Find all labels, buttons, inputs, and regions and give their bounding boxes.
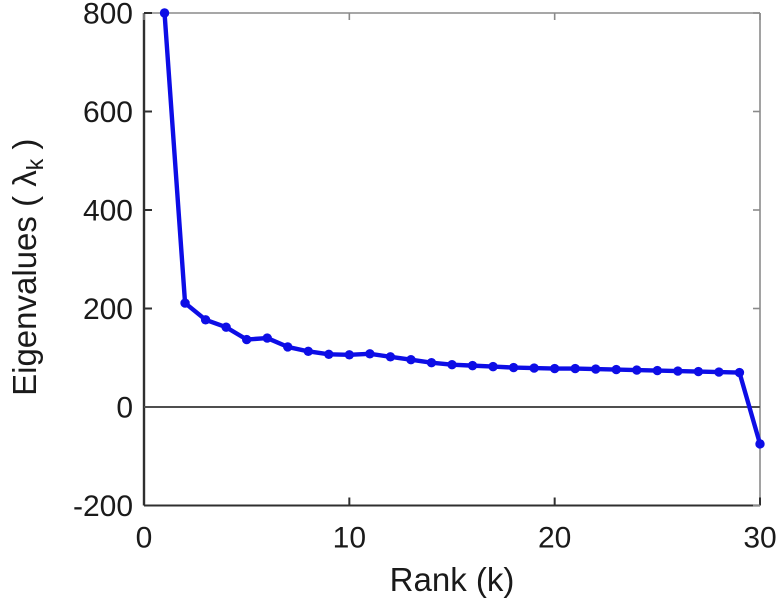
x-tick-labels: 0 10 20 30: [136, 522, 777, 555]
data-point-marker: [570, 363, 580, 374]
data-point-marker: [632, 365, 642, 375]
data-point-marker: [734, 367, 745, 378]
data-point-marker: [549, 363, 560, 374]
data-point-marker: [262, 333, 272, 343]
data-point-marker: [159, 8, 170, 18]
y-tick-label: 200: [83, 293, 133, 326]
data-point-marker: [591, 364, 601, 374]
x-tick-label: 10: [333, 522, 366, 555]
data-point-marker: [365, 349, 375, 359]
data-point-marker: [283, 342, 293, 352]
y-tick-label: 400: [83, 195, 133, 228]
data-point-marker: [529, 363, 539, 373]
data-point-marker: [344, 350, 355, 360]
y-axis-label: Eigenvalues ( λk ): [6, 139, 48, 396]
data-point-marker: [180, 298, 190, 308]
data-point-marker: [426, 357, 437, 368]
y-tick-label: 600: [83, 96, 133, 129]
data-point-marker: [673, 366, 683, 376]
data-point-marker: [200, 315, 211, 325]
data-point-marker: [488, 361, 498, 372]
data-point-marker: [652, 365, 663, 376]
y-tick-labels: -200 0 200 400 600 800: [73, 0, 133, 523]
x-axis-ticks: [143, 13, 761, 506]
data-point-marker: [406, 355, 416, 365]
eigenvalue-series-markers: [159, 8, 765, 449]
y-tick-label: 800: [83, 0, 133, 31]
data-point-marker: [611, 364, 621, 375]
y-tick-label: -200: [73, 490, 133, 523]
data-point-marker: [508, 362, 519, 373]
data-point-marker: [693, 366, 704, 377]
x-axis-label: Rank (k): [390, 561, 515, 598]
data-point-marker: [385, 352, 396, 362]
data-point-marker: [467, 360, 478, 371]
data-point-marker: [241, 334, 252, 345]
y-tick-label: 0: [116, 392, 133, 425]
x-tick-label: 0: [136, 522, 153, 555]
data-point-marker: [221, 322, 231, 332]
x-tick-label: 20: [538, 522, 571, 555]
data-point-marker: [755, 439, 765, 449]
axis-box: [142, 12, 761, 507]
x-tick-label: 30: [743, 522, 776, 555]
data-point-marker: [303, 346, 313, 357]
data-point-marker: [447, 359, 457, 370]
data-point-marker: [714, 367, 724, 377]
data-point-marker: [324, 349, 334, 360]
